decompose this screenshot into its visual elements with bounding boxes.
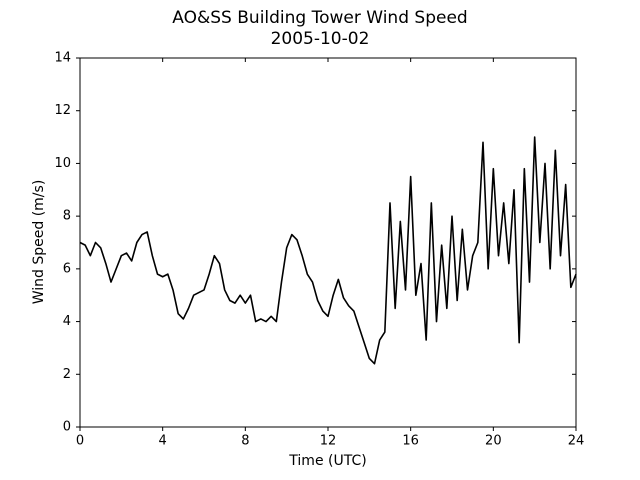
plot-frame <box>79 57 577 428</box>
x-tick-label: 12 <box>320 434 337 449</box>
x-tick-label: 16 <box>402 434 419 449</box>
y-tick-label: 12 <box>54 103 71 118</box>
y-tick-label: 10 <box>54 156 71 171</box>
y-tick-label: 2 <box>63 367 71 382</box>
x-tick-label: 20 <box>485 434 502 449</box>
y-tick-label: 14 <box>54 51 71 66</box>
y-tick-label: 0 <box>63 420 71 435</box>
x-tick-label: 0 <box>76 434 84 449</box>
chart-title: AO&SS Building Tower Wind Speed <box>172 8 467 28</box>
chart-subtitle: 2005-10-02 <box>271 29 370 49</box>
y-axis-label: Wind Speed (m/s) <box>31 180 47 305</box>
y-tick-label: 4 <box>63 314 71 329</box>
line-series <box>79 136 577 365</box>
y-tick-label: 8 <box>63 209 71 224</box>
x-tick-label: 24 <box>568 434 585 449</box>
x-tick-label: 8 <box>241 434 249 449</box>
x-tick-label: 4 <box>159 434 167 449</box>
y-tick-label: 6 <box>63 261 71 276</box>
x-axis-label: Time (UTC) <box>288 453 366 469</box>
